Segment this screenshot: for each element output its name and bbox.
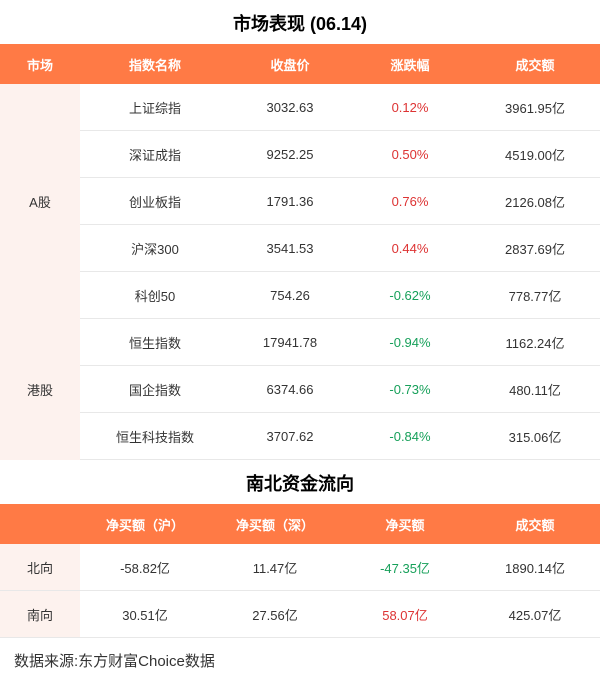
market-header-row: 市场 指数名称 收盘价 涨跌幅 成交额 xyxy=(0,44,600,84)
table-row: 上证综指3032.630.12%3961.95亿 xyxy=(80,84,600,131)
cell-volume: 315.06亿 xyxy=(470,413,600,459)
table-row: 北向-58.82亿11.47亿-47.35亿1890.14亿 xyxy=(0,544,600,591)
table-row: 科创50754.26-0.62%778.77亿 xyxy=(80,272,600,319)
col-net-shen: 净买额（深） xyxy=(210,504,340,544)
cell-close: 754.26 xyxy=(230,272,350,318)
cell-close: 17941.78 xyxy=(230,319,350,365)
cell-change: -0.62% xyxy=(350,272,470,318)
col-volume: 成交额 xyxy=(470,44,600,84)
table-row: 恒生指数17941.78-0.94%1162.24亿 xyxy=(80,319,600,366)
cell-close: 3541.53 xyxy=(230,225,350,271)
col-net: 净买额 xyxy=(340,504,470,544)
cell-net: -47.35亿 xyxy=(340,544,470,590)
cell-direction: 南向 xyxy=(0,591,80,637)
cell-change: -0.73% xyxy=(350,366,470,412)
cell-close: 9252.25 xyxy=(230,131,350,177)
data-source: 数据来源:东方财富Choice数据 xyxy=(0,638,600,683)
table-row: 南向30.51亿27.56亿58.07亿425.07亿 xyxy=(0,591,600,638)
cell-index-name: 创业板指 xyxy=(80,178,230,224)
cell-flow-volume: 425.07亿 xyxy=(470,591,600,637)
table-row: 国企指数6374.66-0.73%480.11亿 xyxy=(80,366,600,413)
cell-index-name: 国企指数 xyxy=(80,366,230,412)
col-index-name: 指数名称 xyxy=(80,44,230,84)
market-group-label: 港股 xyxy=(0,319,80,460)
market-group: A股上证综指3032.630.12%3961.95亿深证成指9252.250.5… xyxy=(0,84,600,319)
table-row: 恒生科技指数3707.62-0.84%315.06亿 xyxy=(80,413,600,460)
cell-net-shen: 11.47亿 xyxy=(210,544,340,590)
cell-change: 0.76% xyxy=(350,178,470,224)
cell-close: 6374.66 xyxy=(230,366,350,412)
col-direction xyxy=(0,504,80,544)
cell-net: 58.07亿 xyxy=(340,591,470,637)
cell-volume: 480.11亿 xyxy=(470,366,600,412)
cell-volume: 3961.95亿 xyxy=(470,84,600,130)
market-group: 港股恒生指数17941.78-0.94%1162.24亿国企指数6374.66-… xyxy=(0,319,600,460)
table-row: 深证成指9252.250.50%4519.00亿 xyxy=(80,131,600,178)
cell-volume: 4519.00亿 xyxy=(470,131,600,177)
col-flow-volume: 成交额 xyxy=(470,504,600,544)
cell-index-name: 深证成指 xyxy=(80,131,230,177)
cell-volume: 2837.69亿 xyxy=(470,225,600,271)
flow-table-title: 南北资金流向 xyxy=(0,460,600,504)
cell-volume: 778.77亿 xyxy=(470,272,600,318)
cell-volume: 2126.08亿 xyxy=(470,178,600,224)
col-close: 收盘价 xyxy=(230,44,350,84)
cell-change: 0.12% xyxy=(350,84,470,130)
table-row: 沪深3003541.530.44%2837.69亿 xyxy=(80,225,600,272)
cell-close: 1791.36 xyxy=(230,178,350,224)
cell-change: 0.50% xyxy=(350,131,470,177)
market-table-body: A股上证综指3032.630.12%3961.95亿深证成指9252.250.5… xyxy=(0,84,600,460)
cell-direction: 北向 xyxy=(0,544,80,590)
cell-change: -0.94% xyxy=(350,319,470,365)
cell-net-hu: -58.82亿 xyxy=(80,544,210,590)
cell-volume: 1162.24亿 xyxy=(470,319,600,365)
cell-index-name: 恒生指数 xyxy=(80,319,230,365)
market-table-title: 市场表现 (06.14) xyxy=(0,0,600,44)
col-change: 涨跌幅 xyxy=(350,44,470,84)
cell-net-hu: 30.51亿 xyxy=(80,591,210,637)
cell-change: 0.44% xyxy=(350,225,470,271)
cell-index-name: 沪深300 xyxy=(80,225,230,271)
flow-header-row: 净买额（沪） 净买额（深） 净买额 成交额 xyxy=(0,504,600,544)
flow-table-body: 北向-58.82亿11.47亿-47.35亿1890.14亿南向30.51亿27… xyxy=(0,544,600,638)
col-net-hu: 净买额（沪） xyxy=(80,504,210,544)
cell-change: -0.84% xyxy=(350,413,470,459)
cell-close: 3707.62 xyxy=(230,413,350,459)
cell-close: 3032.63 xyxy=(230,84,350,130)
col-market: 市场 xyxy=(0,44,80,84)
cell-net-shen: 27.56亿 xyxy=(210,591,340,637)
table-row: 创业板指1791.360.76%2126.08亿 xyxy=(80,178,600,225)
cell-index-name: 科创50 xyxy=(80,272,230,318)
cell-index-name: 恒生科技指数 xyxy=(80,413,230,459)
market-group-label: A股 xyxy=(0,84,80,319)
cell-index-name: 上证综指 xyxy=(80,84,230,130)
cell-flow-volume: 1890.14亿 xyxy=(470,544,600,590)
